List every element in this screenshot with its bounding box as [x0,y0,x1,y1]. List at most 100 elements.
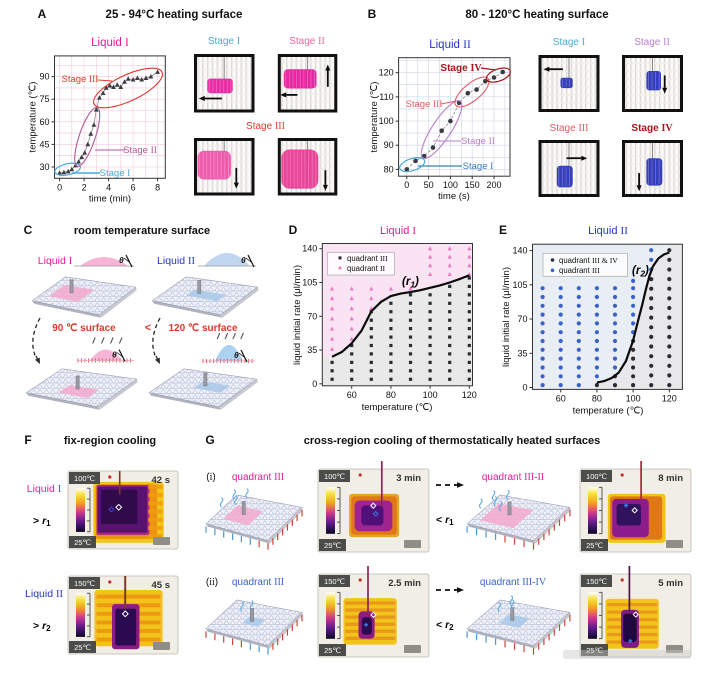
svg-text:8: 8 [155,182,160,192]
svg-text:time (min): time (min) [89,193,131,204]
svg-text:Stage III: Stage III [246,121,285,132]
svg-text:50: 50 [424,180,434,190]
svg-text:quadrant III: quadrant III [347,254,388,263]
svg-text:liquid initial rate (μl/min): liquid initial rate (μl/min) [292,265,303,365]
svg-text:120 ℃ surface: 120 ℃ surface [168,323,237,334]
svg-text:8 min: 8 min [658,473,683,484]
svg-text:temperature (℃): temperature (℃) [573,405,644,416]
svg-text:θ: θ [241,255,246,265]
svg-text:120: 120 [379,68,394,78]
svg-text:80: 80 [386,390,396,400]
svg-text:room temperature surface: room temperature surface [74,225,210,237]
svg-text:2.5 min: 2.5 min [388,578,421,589]
svg-text:150℃: 150℃ [74,579,96,588]
svg-text:Stage II: Stage II [461,136,495,147]
svg-text:Stage I: Stage I [553,37,585,48]
svg-text:Stage II: Stage II [289,36,325,47]
svg-text:Stage II: Stage II [634,37,670,48]
svg-text:45 s: 45 s [152,580,171,591]
svg-text:30: 30 [39,162,49,172]
svg-text:Stage II: Stage II [123,145,157,156]
svg-text:100: 100 [423,390,438,400]
svg-text:60: 60 [556,393,566,403]
svg-text:140: 140 [302,244,317,254]
svg-text:0: 0 [404,180,409,190]
svg-text:25 - 94°C heating surface: 25 - 94°C heating surface [106,9,243,21]
svg-text:Stage III: Stage III [406,99,443,110]
svg-text:100: 100 [379,116,394,126]
svg-text:100℃: 100℃ [586,472,608,481]
svg-text:0: 0 [522,383,527,393]
svg-text:temperature (℃): temperature (℃) [28,82,39,153]
svg-text:150: 150 [465,180,480,190]
svg-text:0: 0 [312,379,317,389]
svg-text:<: < [145,322,151,334]
svg-text:cross-region cooling of thermo: cross-region cooling of thermostatically… [304,435,600,447]
svg-text:quadrant III & IV: quadrant III & IV [559,256,618,265]
svg-text:25℃: 25℃ [324,646,341,655]
svg-text:θ: θ [119,255,124,265]
svg-text:> r1: > r1 [33,515,51,528]
svg-text:100: 100 [443,180,458,190]
svg-text:< r1: < r1 [436,514,454,527]
svg-text:42 s: 42 s [152,475,171,486]
svg-text:200: 200 [486,180,501,190]
svg-text:25℃: 25℃ [324,541,341,550]
svg-text:80: 80 [592,393,602,403]
svg-text:25℃: 25℃ [586,541,603,550]
svg-text:Stage IV: Stage IV [631,123,673,134]
svg-text:quadrant III: quadrant III [559,266,600,275]
svg-text:Liquid I: Liquid I [380,225,416,237]
svg-text:4: 4 [106,182,111,192]
svg-text:0: 0 [57,182,62,192]
svg-text:(ii): (ii) [206,577,218,588]
svg-text:110: 110 [379,92,393,102]
svg-text:< r2: < r2 [436,619,454,632]
svg-text:25℃: 25℃ [74,643,91,652]
svg-text:G: G [205,433,214,447]
svg-text:Stage III: Stage III [62,74,99,85]
svg-text:100: 100 [626,393,641,403]
svg-text:Liquid I: Liquid I [91,37,129,49]
svg-text:Liquid II: Liquid II [157,255,195,267]
svg-text:> r2: > r2 [33,620,51,633]
svg-text:time (s): time (s) [438,191,470,202]
svg-text:θ: θ [234,350,239,360]
svg-text:quadrant II: quadrant II [347,264,386,273]
svg-text:105: 105 [512,280,527,290]
svg-text:140: 140 [512,246,527,256]
svg-text:75: 75 [39,94,49,104]
svg-text:Liquid II: Liquid II [429,39,471,51]
svg-text:D: D [289,223,298,237]
svg-text:Stage IV: Stage IV [440,63,482,74]
svg-text:Liquid I: Liquid I [27,483,62,495]
svg-text:B: B [368,7,377,21]
svg-text:Liquid II: Liquid II [25,588,63,600]
svg-text:Stage I: Stage I [208,36,240,47]
svg-text:70: 70 [517,314,527,324]
svg-text:60: 60 [39,117,49,127]
svg-text:150℃: 150℃ [586,577,608,586]
svg-text:3 min: 3 min [396,473,421,484]
svg-text:quadrant III: quadrant III [232,472,284,483]
svg-text:100℃: 100℃ [74,474,96,483]
svg-text:120: 120 [462,390,477,400]
svg-text:quadrant III: quadrant III [232,577,284,588]
svg-text:F: F [24,433,31,447]
svg-text:80 - 120°C heating surface: 80 - 120°C heating surface [465,9,608,21]
svg-text:35: 35 [307,345,317,355]
svg-text:35: 35 [517,348,527,358]
svg-text:Liquid I: Liquid I [38,255,73,267]
svg-text:liquid initial rate (μl/min): liquid initial rate (μl/min) [501,267,512,367]
svg-text:(i): (i) [206,472,215,483]
svg-text:90 ℃ surface: 90 ℃ surface [52,323,116,334]
svg-text:temperature (℃): temperature (℃) [362,402,433,413]
svg-text:25℃: 25℃ [586,646,603,655]
svg-text:(r2): (r2) [632,265,649,279]
svg-text:(r1): (r1) [402,276,419,290]
svg-text:6: 6 [131,182,136,192]
svg-text:120: 120 [662,393,677,403]
svg-text:Stage I: Stage I [100,168,131,179]
svg-text:60: 60 [347,390,357,400]
svg-text:Stage I: Stage I [463,161,494,172]
